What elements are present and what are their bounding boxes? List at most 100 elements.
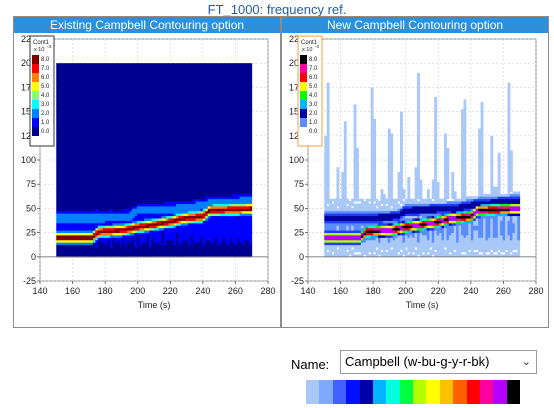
heatmap-cell — [102, 232, 106, 236]
heatmap-cell — [61, 111, 65, 115]
heatmap-cell — [188, 179, 192, 183]
heatmap-cell — [195, 155, 199, 158]
heatmap-cell — [151, 172, 155, 175]
heatmap-cell — [139, 174, 143, 178]
heatmap-cell — [70, 239, 74, 243]
heatmap-cell — [114, 65, 118, 69]
heatmap-cell — [112, 65, 116, 69]
heatmap-cell — [139, 164, 143, 168]
heatmap-cell — [188, 181, 192, 185]
heatmap-cell — [175, 145, 179, 149]
heatmap-cell — [193, 201, 196, 204]
heatmap-cell — [171, 201, 174, 204]
heatmap-cell — [70, 225, 74, 229]
heatmap-cell — [95, 152, 99, 156]
heatmap-cell — [190, 89, 194, 93]
heatmap-cell — [185, 198, 189, 202]
heatmap-cell — [175, 218, 179, 221]
heatmap-cell — [141, 225, 145, 229]
heatmap-cell — [122, 242, 126, 246]
heatmap-cell — [66, 239, 69, 243]
heatmap-cell — [63, 225, 67, 229]
heatmap-cell — [205, 104, 209, 108]
heatmap-cell — [134, 140, 138, 144]
heatmap-cell — [124, 167, 128, 171]
heatmap-cell — [129, 63, 133, 67]
heatmap-cell — [129, 208, 133, 212]
heatmap-cell — [85, 145, 89, 149]
heatmap-cell — [168, 128, 172, 132]
heatmap-cell — [97, 150, 101, 154]
heatmap-cell — [112, 109, 116, 112]
heatmap-cell — [63, 72, 67, 76]
heatmap-cell — [63, 75, 67, 79]
heatmap-cell — [75, 172, 79, 175]
heatmap-cell — [178, 186, 182, 190]
heatmap-cell — [197, 87, 201, 91]
heatmap-cell — [205, 116, 209, 120]
heatmap-cell — [78, 143, 82, 146]
heatmap-cell — [80, 227, 84, 231]
heatmap-cell — [141, 138, 145, 142]
heatmap-cell — [114, 172, 118, 175]
heatmap-cell — [88, 87, 91, 91]
heatmap-cell — [56, 123, 60, 127]
heatmap-cell — [202, 164, 206, 168]
heatmap-cell — [178, 155, 182, 158]
heatmap-cell — [146, 130, 150, 134]
heatmap-cell — [80, 162, 84, 166]
heatmap-cell — [117, 111, 121, 115]
heatmap-cell — [178, 68, 182, 71]
heatmap-cell — [154, 208, 157, 212]
heatmap-cell — [163, 128, 167, 132]
heatmap-cell — [134, 222, 138, 226]
heatmap-cell — [92, 162, 96, 166]
heatmap-cell — [97, 160, 101, 163]
heatmap-cell — [124, 65, 128, 69]
heatmap-cell — [114, 89, 118, 93]
heatmap-cell — [56, 181, 60, 185]
heatmap-cell — [163, 210, 167, 214]
heatmap-cell — [100, 193, 104, 197]
heatmap-cell — [185, 210, 189, 214]
heatmap-cell — [61, 196, 65, 200]
heatmap-cell — [149, 249, 152, 253]
heatmap-cell — [185, 89, 189, 93]
heatmap-cell — [114, 213, 118, 217]
heatmap-cell — [141, 114, 145, 117]
heatmap-cell — [63, 99, 67, 103]
heatmap-cell — [188, 201, 192, 204]
heatmap-cell — [141, 244, 145, 248]
heatmap-cell — [134, 147, 138, 151]
heatmap-cell — [154, 162, 157, 166]
heatmap-cell — [156, 164, 160, 168]
heatmap-cell — [146, 181, 150, 185]
heatmap-cell — [183, 230, 187, 233]
heatmap-cell — [97, 130, 101, 134]
heatmap-cell — [102, 222, 106, 226]
heatmap-cell — [200, 118, 204, 122]
heatmap-cell — [102, 106, 106, 110]
heatmap-cell — [193, 205, 196, 209]
heatmap-cell — [173, 174, 177, 178]
heatmap-cell — [205, 247, 209, 250]
heatmap-cell — [107, 128, 111, 132]
heatmap-cell — [102, 210, 106, 214]
heatmap-cell — [202, 130, 206, 134]
heatmap-cell — [175, 77, 179, 81]
heatmap-cell — [178, 82, 182, 86]
heatmap-cell — [154, 198, 157, 202]
heatmap-cell — [178, 232, 182, 236]
heatmap-cell — [178, 174, 182, 178]
heatmap-cell — [132, 232, 135, 236]
heatmap-cell — [122, 65, 126, 69]
heatmap-cell — [56, 176, 60, 180]
heatmap-cell — [78, 225, 82, 229]
heatmap-cell — [102, 111, 106, 115]
heatmap-cell — [88, 193, 91, 197]
heatmap-cell — [66, 222, 69, 226]
heatmap-cell — [112, 251, 116, 255]
heatmap-cell — [61, 249, 65, 253]
heatmap-cell — [183, 218, 187, 221]
heatmap-cell — [158, 203, 162, 207]
